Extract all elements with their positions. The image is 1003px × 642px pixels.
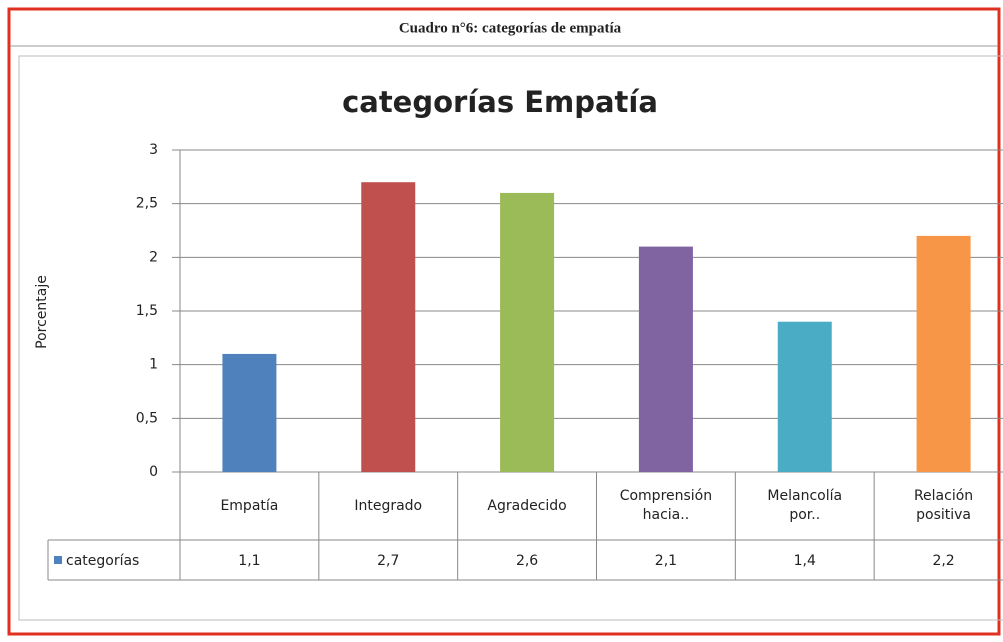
legend-swatch [54,556,62,564]
y-tick-label: 2 [149,249,158,265]
y-axis-label: Porcentaje [34,275,50,349]
data-label: 1,1 [238,553,260,569]
bar [777,321,832,472]
x-tick-label: Agradecido [487,497,567,514]
x-tick-label: Relación positiva [913,488,974,523]
x-tick-label-box: Agradecido [487,497,567,514]
x-tick-label: Comprensión hacia.. [619,488,713,523]
frame [7,7,1001,636]
x-tick-label-box: Integrado [354,497,423,514]
data-label: 2,7 [377,553,399,569]
data-label: 1,4 [794,553,816,569]
y-tick-label: 3 [149,142,158,158]
chart-title: categorías Empatía [342,85,658,119]
x-tick-label-box: Melancolía por.. [767,488,843,523]
bar [638,246,693,472]
data-label: 2,6 [516,553,538,569]
data-label: 2,2 [932,553,954,569]
bar [916,235,971,472]
y-tick-label: 1 [149,357,158,373]
x-tick-label: Melancolía por.. [767,488,843,523]
bar [361,182,416,472]
y-tick-label: 1,5 [136,303,158,319]
x-tick-label: Empatía [220,497,279,514]
y-tick-label: 0,5 [136,410,158,426]
y-tick-label: 0 [149,464,158,480]
chart-area [18,55,1003,621]
data-label: 2,1 [655,553,677,569]
header: Cuadro n°6: categorías de empatía [399,20,622,36]
x-tick-label: Integrado [354,497,423,514]
bar [222,353,277,472]
bar [500,192,555,472]
x-tick-label-box: Relación positiva [913,488,974,523]
x-tick-label-box: Comprensión hacia.. [619,488,713,523]
x-tick-label-box: Empatía [220,497,279,514]
y-tick-label: 2,5 [136,196,158,212]
legend-entry: categorías [66,553,139,569]
